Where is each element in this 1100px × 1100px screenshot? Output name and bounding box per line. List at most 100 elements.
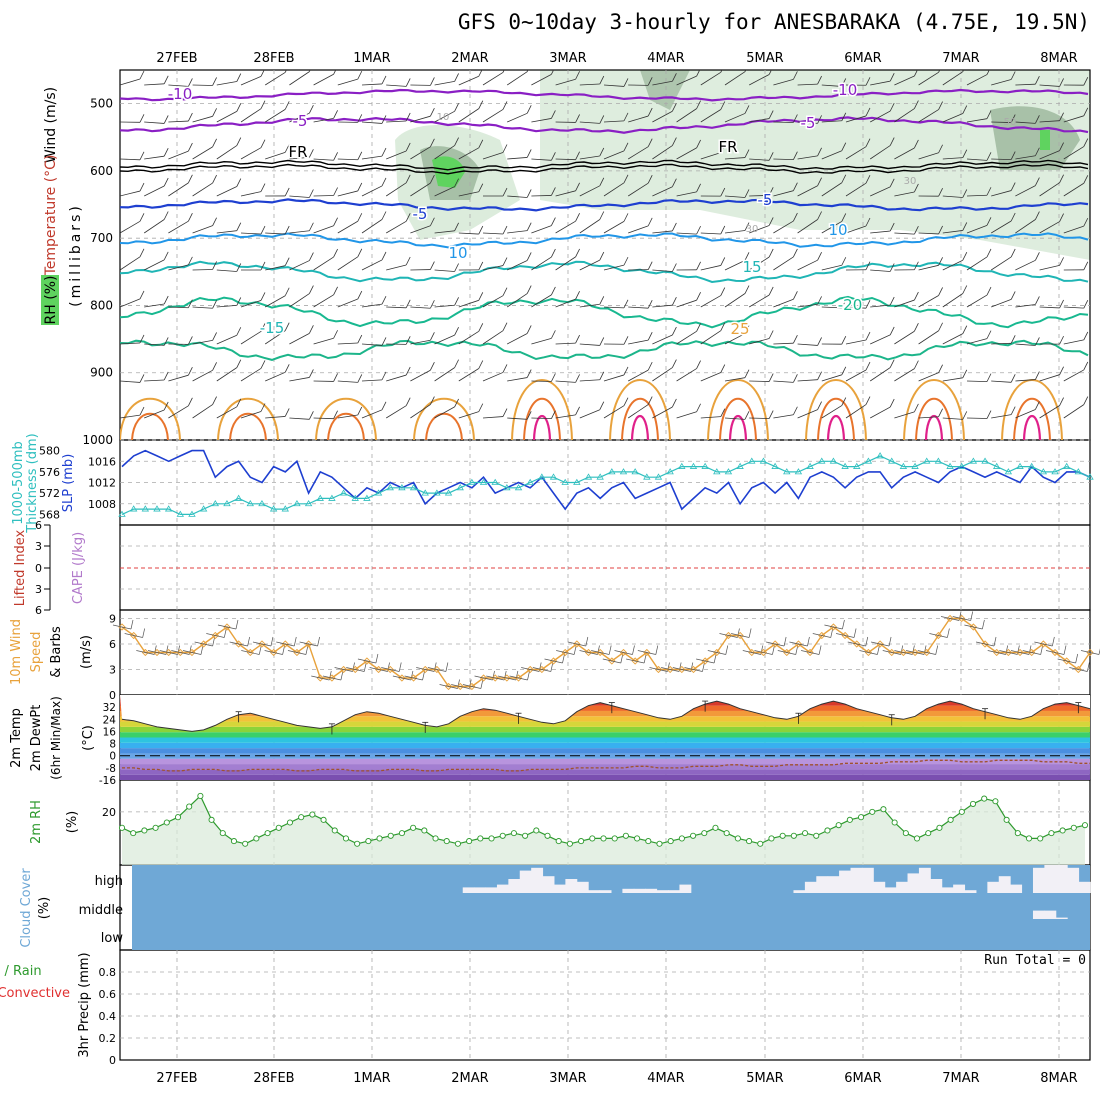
rh-point [1081,822,1089,829]
wind-barb [434,186,455,197]
thickness-point [293,499,301,507]
wind-barb [555,78,576,86]
wind-barb [551,152,556,161]
wind-barb [817,147,822,157]
wind-barb [236,137,242,146]
wind-barb [313,158,334,161]
date-label-bottom: 3MAR [549,1071,586,1086]
wind-barb [627,146,649,160]
wind-barb [821,306,842,309]
rh-point [925,830,932,837]
wind-barb [555,298,576,308]
wind-barb [773,256,794,271]
rh-point [1025,835,1033,842]
contour-label: 25 [730,320,749,338]
wind-barb [381,251,387,261]
wind-barb [579,259,600,271]
cloud-background [132,865,1090,950]
thickness-point [829,457,838,464]
wind-barb [430,217,435,226]
wind-barb [889,178,895,188]
wind-speed-point [934,631,943,640]
rh-point [376,835,383,842]
wind-speed-point [200,640,208,648]
wind-barb-10m [882,650,901,655]
temp-ylabel-group-3: (6hr Min/Max) [49,696,63,780]
wind-speed-point [491,674,499,682]
wind-barb-10m [870,641,890,647]
rh-ylabel-group: 2m RH [29,800,44,844]
wind-barb [357,182,363,192]
wind-barb [502,322,508,331]
thickness-point [234,494,243,501]
wind-barb [942,71,964,86]
date-label-top: 4MAR [647,51,684,66]
wind-barb [386,120,407,123]
wind-barb [430,108,435,117]
wind-barb [744,189,750,198]
cloud-high-bar [576,881,589,893]
wind-barb [381,75,387,85]
wind-barb [817,211,822,220]
wind-barb-10m [1034,641,1053,647]
temperature-color-band [120,758,1090,765]
contour-label: -15 [260,319,285,337]
wind-barb [672,137,677,146]
thickness-point [281,505,289,512]
wind-barb [676,330,697,345]
thickness-point [1004,468,1013,475]
wind-barb [865,396,871,405]
temperature-mask [120,695,1090,732]
wind-barb [386,150,407,160]
wind-barb-10m [427,667,446,672]
rh-point [880,806,887,813]
wind-barb [386,306,407,309]
wind-barb-10m [777,650,796,655]
rh-point [320,816,327,823]
wind-barb [894,147,915,160]
wind-barb-10m [807,636,810,647]
wind-barb [386,374,407,382]
wind-barb [821,182,843,197]
rh-legend-box [41,275,59,325]
cloud-high-bar [793,890,806,893]
rh-point [286,819,294,826]
ylabel-convective: Convective [0,986,70,1001]
thickness-point [888,457,896,464]
wind-barb [333,110,338,119]
rh-point [678,835,685,842]
wind-speed-point [503,674,511,682]
wind-barb [309,189,314,198]
wind-barb [1039,150,1060,160]
temperature-isotherm [120,198,1089,212]
wind-barb [672,73,677,82]
thickness-point [316,494,324,501]
cloud-high-bar [930,879,943,893]
wind-barb [865,217,871,227]
ylabel-temperature: Temperature (°C) [43,155,59,277]
precip-tick: 0.8 [99,966,117,979]
wind-speed-point [888,648,896,657]
wind-speed-point [1039,640,1047,648]
date-label-bottom: 2MAR [451,1071,488,1086]
wind-barb [482,232,504,235]
wind-speed-point [456,682,464,691]
date-label-bottom: 1MAR [353,1071,390,1086]
wind-barb [168,220,189,234]
wind-speed-point [596,648,604,657]
wind-barb-10m [789,641,808,647]
wind-barb-10m [999,650,1018,655]
wind-barb [337,380,358,383]
rh-point [275,824,282,831]
cloud-high-bar [850,867,863,893]
wind-barb [236,73,242,82]
ylabel-2m-rh: 2m RH [29,800,44,844]
wind-barb [628,339,649,345]
cloud-high-bar [485,887,498,893]
wind-barb [502,408,508,417]
wind-barb [962,411,968,420]
wind-barb [845,369,867,382]
wind-barb [938,257,943,266]
ylabel-lifted-index: Lifted Index [13,529,28,606]
wind-speed-point [351,665,359,674]
